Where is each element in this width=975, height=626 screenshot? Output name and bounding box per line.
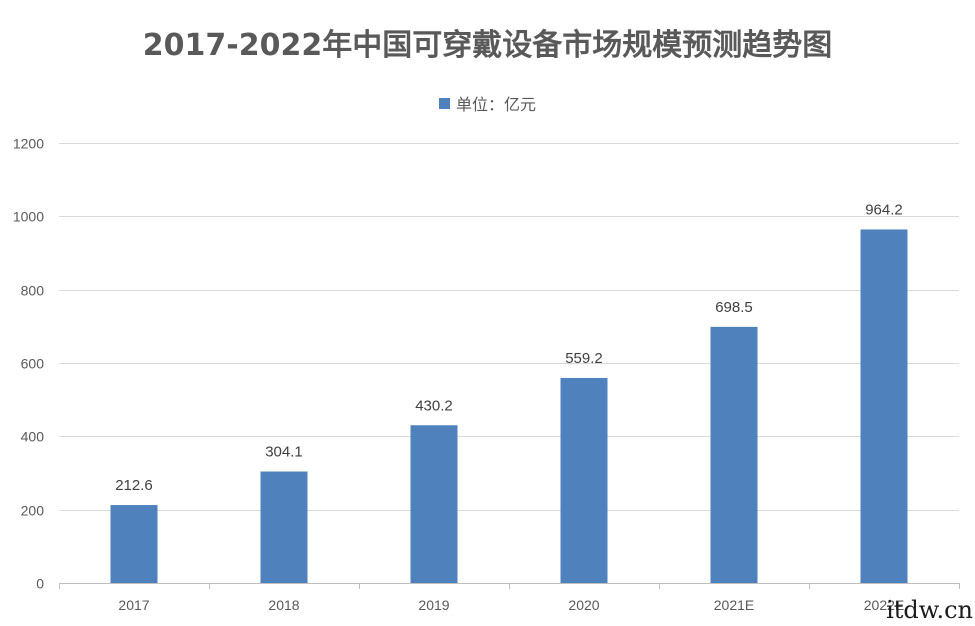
x-tick-label: 2019: [418, 597, 449, 613]
legend: 单位：亿元: [0, 91, 975, 115]
chart-title: 2017-2022年中国可穿戴设备市场规模预测趋势图: [142, 28, 833, 63]
gridlines: [59, 143, 959, 511]
bar: [860, 229, 908, 583]
x-tick-label: 2018: [268, 597, 299, 613]
bar: [410, 425, 458, 583]
legend-label: 单位：亿元: [455, 95, 536, 114]
data-label: 304.1: [265, 443, 303, 460]
y-tick-label: 1000: [13, 209, 44, 225]
legend-swatch: [438, 97, 450, 109]
data-label: 964.2: [865, 201, 903, 218]
y-tick-label: 400: [21, 429, 45, 445]
y-tick-label: 800: [21, 283, 45, 299]
data-label: 559.2: [565, 350, 603, 367]
x-tick-label: 2021E: [714, 597, 754, 613]
x-tick-label: 2020: [568, 597, 599, 613]
data-label: 698.5: [715, 299, 753, 316]
x-tick-label: 2022E: [864, 597, 904, 613]
x-axis: [59, 583, 960, 589]
bar: [260, 471, 308, 583]
data-label: 430.2: [415, 397, 453, 414]
bar: [560, 377, 608, 583]
bars: [110, 229, 908, 583]
bar: [110, 505, 158, 583]
data-label: 212.6: [115, 477, 153, 494]
y-tick-label: 1200: [13, 136, 44, 152]
x-tick-label: 2017: [118, 597, 149, 613]
y-tick-label: 200: [21, 503, 45, 519]
watermark: itdw.cn: [886, 596, 973, 624]
y-tick-label: 600: [21, 356, 45, 372]
y-tick-label: 0: [36, 576, 44, 592]
labels: 0 200 400 600 800 1000 1200 212.6 2017 304.1 2018 4…: [13, 136, 904, 614]
bar: [710, 326, 758, 583]
